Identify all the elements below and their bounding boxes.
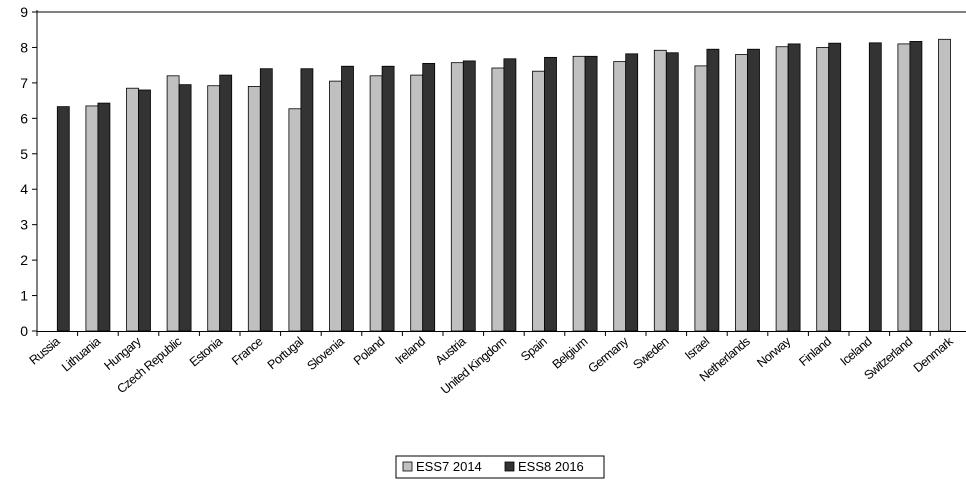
bar-ess7-switzerland [897, 43, 911, 332]
x-category-label: Russia [27, 334, 63, 367]
bar-ess8-hungary [138, 89, 151, 332]
bar-ess8-belgium [584, 55, 598, 332]
x-category-label: Belgium [550, 334, 591, 371]
y-tick-label: 9 [20, 4, 28, 20]
x-category-label: Denmark [911, 334, 957, 375]
bar-ess7-belgium [572, 55, 586, 332]
bars-group [56, 38, 951, 332]
bar-ess8-slovenia [341, 65, 354, 332]
bar-ess7-poland [369, 75, 383, 332]
x-category-label: Iceland [838, 334, 875, 368]
bar-ess7-czech-republic [166, 75, 180, 332]
x-category-label: Lithuania [59, 334, 103, 374]
x-category-label: Norway [754, 334, 794, 371]
y-axis-ticks: 0 1 2 3 4 5 6 7 8 9 [20, 4, 37, 339]
bar-ess8-finland [828, 42, 842, 332]
bar-ess7-austria [450, 62, 464, 332]
bar-ess7-netherlands [735, 54, 748, 332]
y-tick-label: 3 [20, 217, 28, 233]
x-category-label: Finland [796, 334, 834, 369]
legend-label-ess7: ESS7 2014 [416, 459, 482, 474]
legend-swatch-ess7 [402, 461, 413, 472]
legend-swatch-ess8 [504, 461, 515, 472]
bar-ess7-united-kingdom [491, 67, 505, 332]
bar-ess8-iceland [868, 42, 882, 332]
bar-ess8-lithuania [97, 102, 111, 332]
bar-ess7-france [247, 86, 261, 332]
bar-ess8-portugal [300, 68, 314, 332]
bar-ess7-spain [532, 70, 545, 332]
bar-ess7-estonia [207, 85, 221, 332]
y-tick-label: 4 [20, 181, 28, 197]
y-tick-label: 7 [20, 75, 28, 91]
y-tick-label: 0 [20, 323, 28, 339]
bar-ess8-poland [381, 65, 395, 332]
bar-ess7-lithuania [85, 105, 99, 332]
bar-ess8-ireland [422, 62, 436, 332]
axes [36, 10, 966, 336]
y-tick-label: 5 [20, 146, 28, 162]
bar-ess8-czech-republic [178, 84, 192, 332]
x-category-label: Ireland [393, 334, 429, 367]
legend: ESS7 2014 ESS8 2016 [395, 455, 605, 479]
x-category-label: Slovenia [304, 334, 347, 373]
bar-ess7-ireland [410, 74, 424, 332]
y-tick-label: 6 [20, 110, 28, 126]
y-tick-label: 8 [20, 39, 28, 55]
y-tick-label: 1 [20, 288, 28, 304]
bar-ess7-hungary [126, 87, 139, 332]
x-category-label: Germany [585, 334, 631, 376]
bar-ess8-israel [706, 48, 720, 332]
bar-ess8-russia [56, 106, 70, 332]
bar-ess8-germany [625, 53, 639, 332]
bar-ess7-sweden [653, 49, 667, 332]
bar-ess7-germany [613, 61, 627, 332]
bar-ess8-united-kingdom [503, 58, 517, 332]
bar-ess7-finland [816, 47, 830, 332]
bar-ess8-spain [544, 56, 557, 332]
bar-ess8-sweden [665, 52, 679, 332]
bar-ess8-france [259, 68, 273, 332]
bar-ess7-denmark [938, 38, 951, 332]
x-category-label: Israel [682, 335, 712, 363]
bar-ess8-estonia [219, 74, 233, 332]
bar-ess7-portugal [288, 108, 302, 332]
legend-box [395, 455, 605, 479]
bar-ess7-norway [775, 46, 789, 332]
x-category-label: Poland [351, 334, 388, 368]
y-tick-label: 2 [20, 252, 28, 268]
bar-ess8-norway [787, 43, 801, 332]
legend-label-ess8: ESS8 2016 [518, 459, 584, 474]
x-category-label: Estonia [187, 334, 225, 369]
x-category-label: Portugal [265, 335, 306, 373]
x-category-label: Sweden [630, 334, 671, 372]
x-category-label: Austria [433, 334, 469, 367]
x-category-label: France [229, 334, 266, 368]
x-category-label: Spain [518, 334, 550, 364]
bar-ess7-israel [694, 65, 708, 332]
bar-ess7-slovenia [329, 80, 342, 332]
bar-ess8-austria [462, 60, 476, 332]
bar-ess8-switzerland [909, 41, 923, 332]
bar-ess8-netherlands [747, 48, 760, 332]
